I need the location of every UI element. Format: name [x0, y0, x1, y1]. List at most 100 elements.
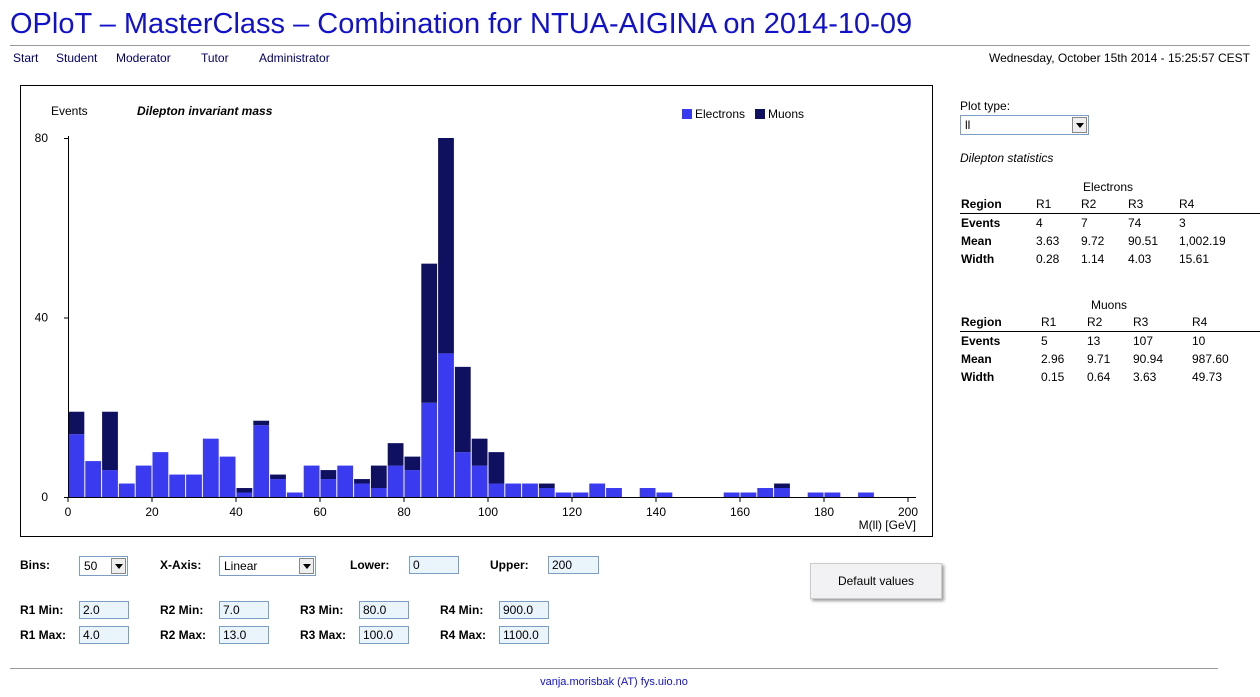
row-label: Mean: [961, 234, 992, 248]
bar-muons-0: [68, 411, 85, 435]
bar-electrons-18: [370, 488, 387, 497]
x-tick-label: 100: [478, 505, 498, 519]
bar-electrons-5: [152, 452, 169, 497]
r3-min-label: R3 Min:: [300, 603, 344, 617]
upper-label: Upper:: [490, 558, 529, 572]
lower-label: Lower:: [350, 558, 390, 572]
r1-max-label: R1 Max:: [20, 628, 67, 642]
bar-muons-24: [471, 438, 488, 466]
bar-muons-11: [253, 420, 270, 426]
bar-electrons-29: [555, 492, 572, 497]
header-r2: R2: [1080, 195, 1127, 214]
bar-muons-12: [270, 474, 286, 480]
x-tick-label: 140: [646, 505, 666, 519]
bar-electrons-27: [522, 483, 538, 497]
cell: 2.96: [1041, 352, 1065, 366]
r3-max-input[interactable]: [359, 626, 409, 644]
cell: 7: [1081, 216, 1088, 230]
bar-electrons-17: [354, 483, 370, 497]
bins-select[interactable]: 50: [79, 556, 128, 576]
r3-min-input[interactable]: [359, 601, 409, 619]
x-tick-label: 20: [145, 505, 159, 519]
r2-max-label: R2 Max:: [160, 628, 207, 642]
nav-tutor[interactable]: Tutor: [201, 51, 229, 65]
bar-muons-18: [370, 465, 387, 489]
lower-input[interactable]: [409, 556, 459, 574]
r1-max-input[interactable]: [79, 626, 129, 644]
chevron-down-icon[interactable]: [1072, 117, 1087, 133]
cell: 74: [1128, 216, 1142, 230]
bar-electrons-10: [236, 492, 253, 497]
bar-electrons-35: [656, 492, 673, 497]
footer-email[interactable]: vanja.morisbak (AT) fys.uio.no: [540, 676, 688, 688]
electrons-stats-table: Region R1 R2 R3 R4 Events 4 7 74 3 Mean …: [960, 195, 1260, 268]
x-tick-label: 180: [814, 505, 834, 519]
bar-electrons-13: [286, 492, 303, 497]
header-region: Region: [960, 195, 1035, 214]
cell: 4: [1036, 216, 1043, 230]
bar-electrons-47: [858, 492, 874, 497]
legend-swatch-muons: [755, 109, 765, 119]
bar-electrons-41: [757, 488, 774, 497]
r4-max-label: R4 Max:: [440, 628, 487, 642]
x-tick-label: 200: [898, 505, 918, 519]
bar-muons-25: [488, 452, 505, 484]
xaxis-select[interactable]: Linear: [219, 556, 316, 576]
x-tick-label: 40: [229, 505, 243, 519]
bar-electrons-2: [102, 470, 118, 497]
bar-electrons-23: [454, 452, 471, 497]
default-values-button[interactable]: Default values: [810, 563, 942, 599]
cell: 90.94: [1133, 352, 1164, 366]
r1-min-input[interactable]: [79, 601, 129, 619]
bar-electrons-20: [404, 470, 421, 497]
bar-electrons-19: [387, 465, 404, 497]
bar-electrons-30: [572, 492, 589, 497]
header-r4: R4: [1191, 313, 1260, 332]
r4-max-input[interactable]: [499, 626, 549, 644]
row-label: Width: [961, 370, 995, 384]
bar-electrons-39: [723, 492, 740, 497]
nav-student[interactable]: Student: [56, 51, 98, 65]
row-label: Events: [961, 216, 1001, 230]
bar-muons-2: [102, 411, 118, 471]
y-tick-label: 0: [41, 490, 48, 504]
plot-type-select[interactable]: ll: [960, 115, 1089, 135]
table-row: Mean 2.96 9.71 90.94 987.60: [960, 350, 1260, 368]
nav-start[interactable]: Start: [13, 51, 39, 65]
chevron-down-icon[interactable]: [299, 558, 314, 574]
x-tick-label: 60: [313, 505, 327, 519]
muons-stats-table: Region R1 R2 R3 R4 Events 5 13 107 10 Me…: [960, 313, 1260, 386]
nav-moderator[interactable]: Moderator: [116, 51, 171, 65]
cell: 3.63: [1133, 370, 1157, 384]
bar-electrons-7: [186, 474, 202, 497]
bins-value: 50: [84, 559, 98, 573]
nav-administrator[interactable]: Administrator: [259, 51, 330, 65]
r2-max-input[interactable]: [219, 626, 269, 644]
cell: 49.73: [1192, 370, 1223, 384]
y-tick-label: 40: [35, 311, 49, 325]
bar-electrons-9: [219, 456, 236, 497]
chevron-down-icon[interactable]: [111, 558, 126, 574]
bar-electrons-32: [606, 488, 622, 497]
cell: 9.72: [1081, 234, 1105, 248]
bar-electrons-22: [438, 353, 454, 497]
cell: 0.15: [1041, 370, 1065, 384]
header-r4: R4: [1178, 195, 1260, 214]
page-title: OPloT – MasterClass – Combination for NT…: [10, 8, 913, 40]
header-r1: R1: [1035, 195, 1080, 214]
bar-electrons-6: [169, 474, 186, 497]
bar-muons-17: [354, 479, 370, 484]
table-row: Width 0.28 1.14 4.03 15.61: [960, 250, 1260, 268]
y-tick-label: 80: [35, 131, 49, 145]
header-region: Region: [960, 313, 1040, 332]
bar-electrons-25: [488, 483, 505, 497]
cell: 90.51: [1128, 234, 1159, 248]
xaxis-label: X-Axis:: [160, 558, 202, 572]
cell: 107: [1133, 334, 1154, 348]
upper-input[interactable]: [548, 556, 599, 574]
r4-min-input[interactable]: [499, 601, 549, 619]
stats-title: Dilepton statistics: [960, 151, 1054, 165]
bar-electrons-34: [639, 488, 656, 497]
r2-min-input[interactable]: [219, 601, 269, 619]
